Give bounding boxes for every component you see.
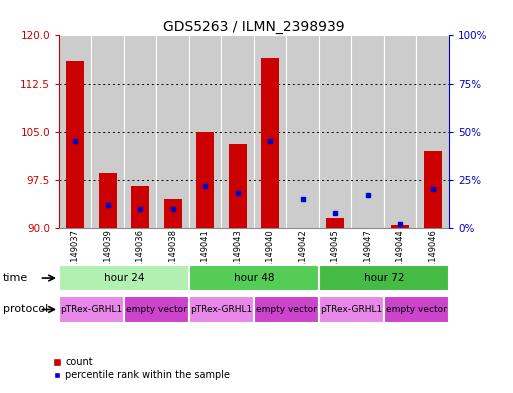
Bar xyxy=(59,265,189,291)
Bar xyxy=(124,35,156,228)
Text: empty vector: empty vector xyxy=(126,305,187,314)
Bar xyxy=(319,35,351,228)
Bar xyxy=(326,218,344,228)
Bar xyxy=(359,228,377,260)
Bar xyxy=(156,35,189,228)
Text: hour 72: hour 72 xyxy=(364,273,404,283)
Bar xyxy=(319,296,384,323)
Bar xyxy=(131,186,149,228)
Bar xyxy=(66,61,84,228)
Bar xyxy=(124,296,189,323)
Bar xyxy=(351,35,384,228)
Legend: count, percentile rank within the sample: count, percentile rank within the sample xyxy=(53,357,230,380)
Bar xyxy=(189,35,222,228)
Bar xyxy=(196,132,214,228)
Bar xyxy=(391,225,409,228)
Text: empty vector: empty vector xyxy=(386,305,447,314)
Title: GDS5263 / ILMN_2398939: GDS5263 / ILMN_2398939 xyxy=(163,20,345,34)
Bar xyxy=(286,35,319,228)
Bar xyxy=(254,35,286,228)
Text: pTRex-GRHL1: pTRex-GRHL1 xyxy=(320,305,383,314)
Bar xyxy=(424,151,442,228)
Bar xyxy=(229,145,247,228)
Bar xyxy=(261,58,279,228)
Bar xyxy=(384,35,417,228)
Bar xyxy=(294,228,311,250)
Bar xyxy=(189,296,254,323)
Text: hour 24: hour 24 xyxy=(104,273,144,283)
Bar xyxy=(222,35,254,228)
Text: hour 48: hour 48 xyxy=(234,273,274,283)
Bar xyxy=(59,296,124,323)
Bar xyxy=(91,35,124,228)
Bar xyxy=(59,35,91,228)
Bar xyxy=(99,173,116,228)
Bar xyxy=(189,265,319,291)
Bar xyxy=(417,35,449,228)
Bar xyxy=(164,199,182,228)
Bar xyxy=(254,296,319,323)
Text: protocol: protocol xyxy=(3,305,48,314)
Text: empty vector: empty vector xyxy=(256,305,317,314)
Bar xyxy=(319,265,449,291)
Text: pTRex-GRHL1: pTRex-GRHL1 xyxy=(190,305,252,314)
Bar xyxy=(384,296,449,323)
Text: time: time xyxy=(3,273,28,283)
Text: pTRex-GRHL1: pTRex-GRHL1 xyxy=(61,305,123,314)
